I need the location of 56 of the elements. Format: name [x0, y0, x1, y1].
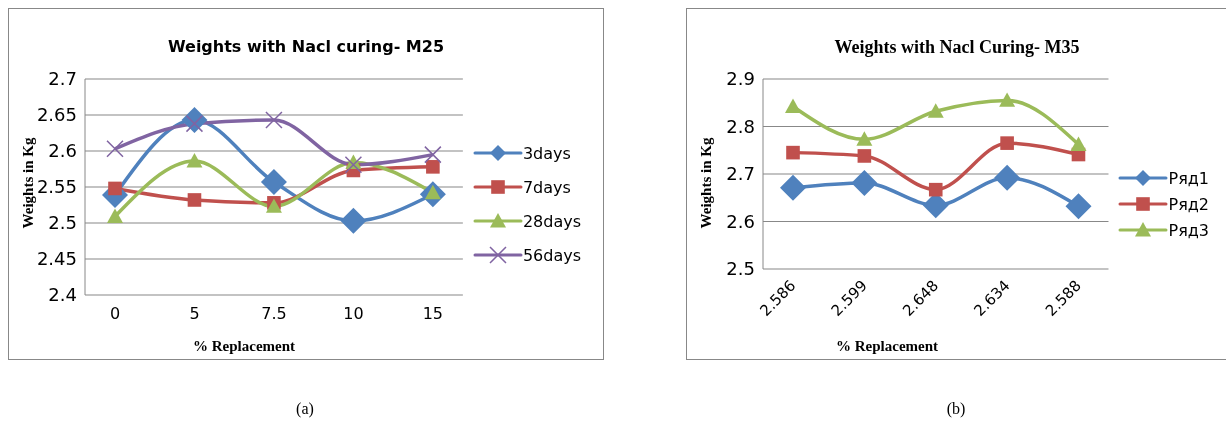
point [187, 193, 202, 207]
legend-label: 3days [522, 143, 571, 163]
y-tick-label: 2.5 [48, 212, 77, 234]
point [1065, 193, 1092, 220]
legend-label: Ряд3 [1168, 220, 1209, 240]
point [426, 160, 440, 174]
y-tick-label: 2.9 [726, 68, 755, 90]
point [1000, 136, 1014, 150]
y-tick-label: 2.4 [48, 284, 77, 306]
point [857, 149, 872, 163]
point [424, 145, 442, 164]
x-tick-label: 7.5 [261, 304, 287, 323]
point [265, 111, 283, 129]
y-tick-label: 2.7 [48, 68, 77, 90]
point [780, 174, 806, 201]
x-tick-label: 5 [189, 304, 200, 323]
y-tick-label: 2.7 [726, 163, 755, 185]
y-tick-label: 2.5 [726, 258, 755, 280]
text: (b) [945, 400, 967, 418]
y-tick-label: 2.6 [48, 140, 77, 162]
text: (a) [295, 400, 315, 418]
y-tick-label: 2.45 [36, 248, 77, 270]
legend-label: 56days [522, 245, 581, 265]
point [260, 168, 287, 195]
x-tick-label: 0 [109, 304, 121, 323]
y-tick-label: 2.65 [36, 104, 77, 126]
point [851, 170, 878, 197]
chart-title: Weights with Nacl curing- M25 [166, 37, 446, 56]
chart-title: Weights with Nacl Curing- M35 [833, 37, 1081, 58]
x-tick-label: 10 [343, 304, 364, 323]
point [927, 103, 944, 118]
point [108, 181, 122, 196]
point [928, 182, 943, 197]
point [340, 207, 367, 234]
y-axis-title: Weights in Kg [697, 137, 715, 229]
legend-label: Ряд1 [1168, 168, 1209, 188]
point [785, 98, 801, 113]
y-tick-label: 2.55 [36, 176, 77, 198]
legend-label: Ряд2 [1168, 194, 1209, 214]
point [186, 153, 203, 168]
point [1070, 136, 1087, 151]
point [106, 140, 124, 158]
point [786, 145, 800, 160]
point [107, 208, 123, 223]
x-tick-label: 15 [422, 304, 444, 323]
point [999, 92, 1016, 107]
x-axis-title: % Replacement [191, 338, 297, 355]
point [856, 131, 873, 146]
x-axis-title: % Replacement [834, 338, 940, 355]
legend-label: 28days [522, 211, 581, 231]
y-axis-title: Weights in Kg [19, 137, 37, 229]
point [994, 164, 1021, 191]
point [344, 155, 363, 174]
y-tick-label: 2.8 [726, 115, 755, 137]
y-tick-label: 2.6 [726, 210, 755, 232]
legend-label: 7days [522, 177, 571, 197]
